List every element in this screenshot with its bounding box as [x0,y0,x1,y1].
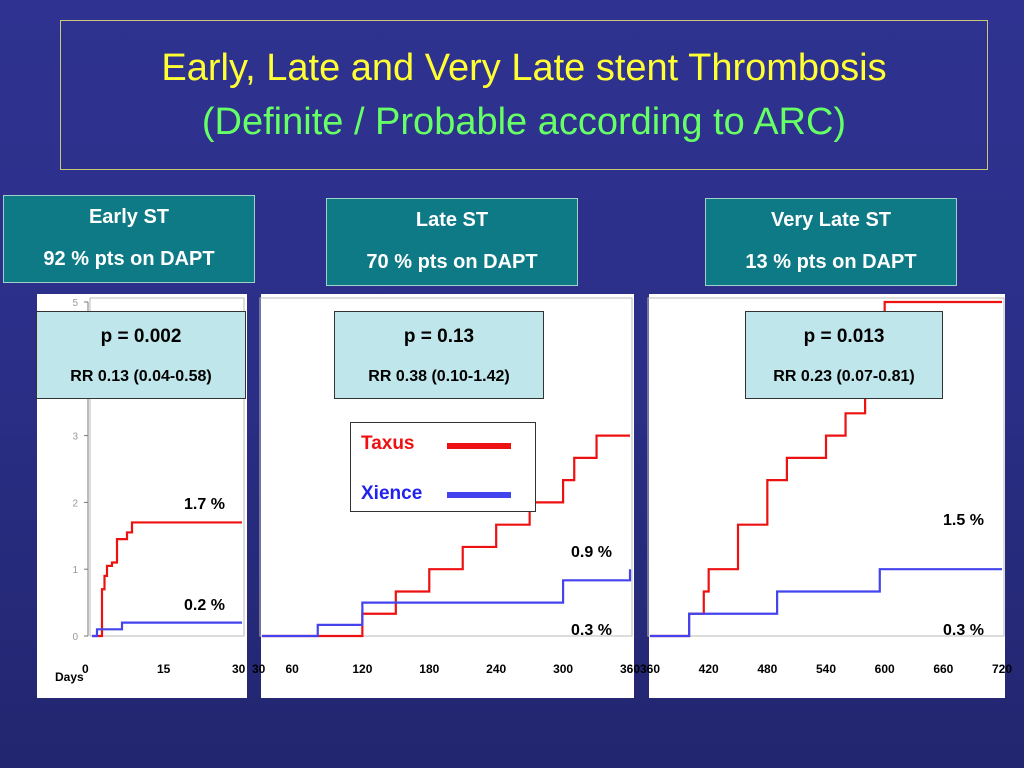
p-value-early: p = 0.002 [100,326,182,347]
rr-very-late: RR 0.23 (0.07-0.81) [773,368,915,385]
legend-label-taxus: Taxus [361,433,415,454]
header-very-late-st: Very Late ST 13 % pts on DAPT [705,198,957,286]
y-tick-label: 1 [72,565,78,576]
x-tick-late: 60 [285,662,299,676]
label-late-taxus: 0.9 % [571,544,612,561]
stats-box-late: p = 0.13 RR 0.38 (0.10-1.42) [334,311,544,399]
x-tick-early: 0 [82,662,89,676]
y-tick-label: 2 [72,498,78,509]
series-taxus-early [92,521,242,638]
x-tick-late: 180 [419,662,440,676]
series-xience-early [92,621,242,638]
x-axis-label: Days [55,670,84,684]
series-xience-late [262,569,632,638]
x-tick-late: 120 [352,662,373,676]
x-tick-late: 30 [252,662,266,676]
label-very-late-taxus: 1.5 % [943,512,984,529]
header-late-name: Late ST [415,209,489,231]
stats-box-very-late: p = 0.013 RR 0.23 (0.07-0.81) [745,311,943,399]
plot-frame-very-late [647,297,1005,637]
header-very-late-dapt: 13 % pts on DAPT [745,251,917,273]
x-tick-late: 360 [620,662,641,676]
slide-title: Early, Late and Very Late stent Thrombos… [161,47,887,89]
legend-line-xience [447,492,511,498]
y-tick-label: 3 [72,432,78,443]
rr-late: RR 0.38 (0.10-1.42) [368,368,510,385]
x-tick-very-late: 480 [757,662,778,676]
header-early-dapt: 92 % pts on DAPT [43,248,215,270]
x-tick-very-late: 720 [992,662,1013,676]
x-tick-very-late: 360 [640,662,661,676]
header-early-name: Early ST [88,206,170,228]
series-xience-very-late [650,568,1002,638]
x-tick-late: 240 [486,662,507,676]
label-early-xience: 0.2 % [184,597,225,614]
label-late-xience: 0.3 % [571,622,612,639]
legend-line-taxus [447,443,511,449]
stats-box-early: p = 0.002 RR 0.13 (0.04-0.58) [36,311,246,399]
series-taxus-late [262,434,630,638]
p-value-very-late: p = 0.013 [803,326,885,347]
label-early-taxus: 1.7 % [184,496,225,513]
x-tick-late: 300 [553,662,574,676]
y-tick-label: 0 [72,632,78,643]
legend: Taxus Xience [350,422,536,512]
header-late-dapt: 70 % pts on DAPT [366,251,538,273]
header-early-st: Early ST 92 % pts on DAPT [3,195,255,283]
header-late-st: Late ST 70 % pts on DAPT [326,198,578,286]
x-tick-early: 15 [157,662,171,676]
header-very-late-name: Very Late ST [770,209,892,231]
x-tick-very-late: 420 [698,662,719,676]
rr-early: RR 0.13 (0.04-0.58) [70,368,212,385]
x-tick-very-late: 660 [933,662,954,676]
title-box: Early, Late and Very Late stent Thrombos… [60,20,988,170]
label-very-late-xience: 0.3 % [943,622,984,639]
p-value-late: p = 0.13 [403,326,475,347]
x-tick-very-late: 540 [816,662,837,676]
x-tick-early: 30 [232,662,246,676]
x-tick-very-late: 600 [874,662,895,676]
plot-frame-early [89,297,245,637]
slide-subtitle: (Definite / Probable according to ARC) [201,101,847,143]
plot-frame-late [259,297,633,637]
legend-label-xience: Xience [361,483,423,504]
y-tick-label: 5 [72,298,78,309]
